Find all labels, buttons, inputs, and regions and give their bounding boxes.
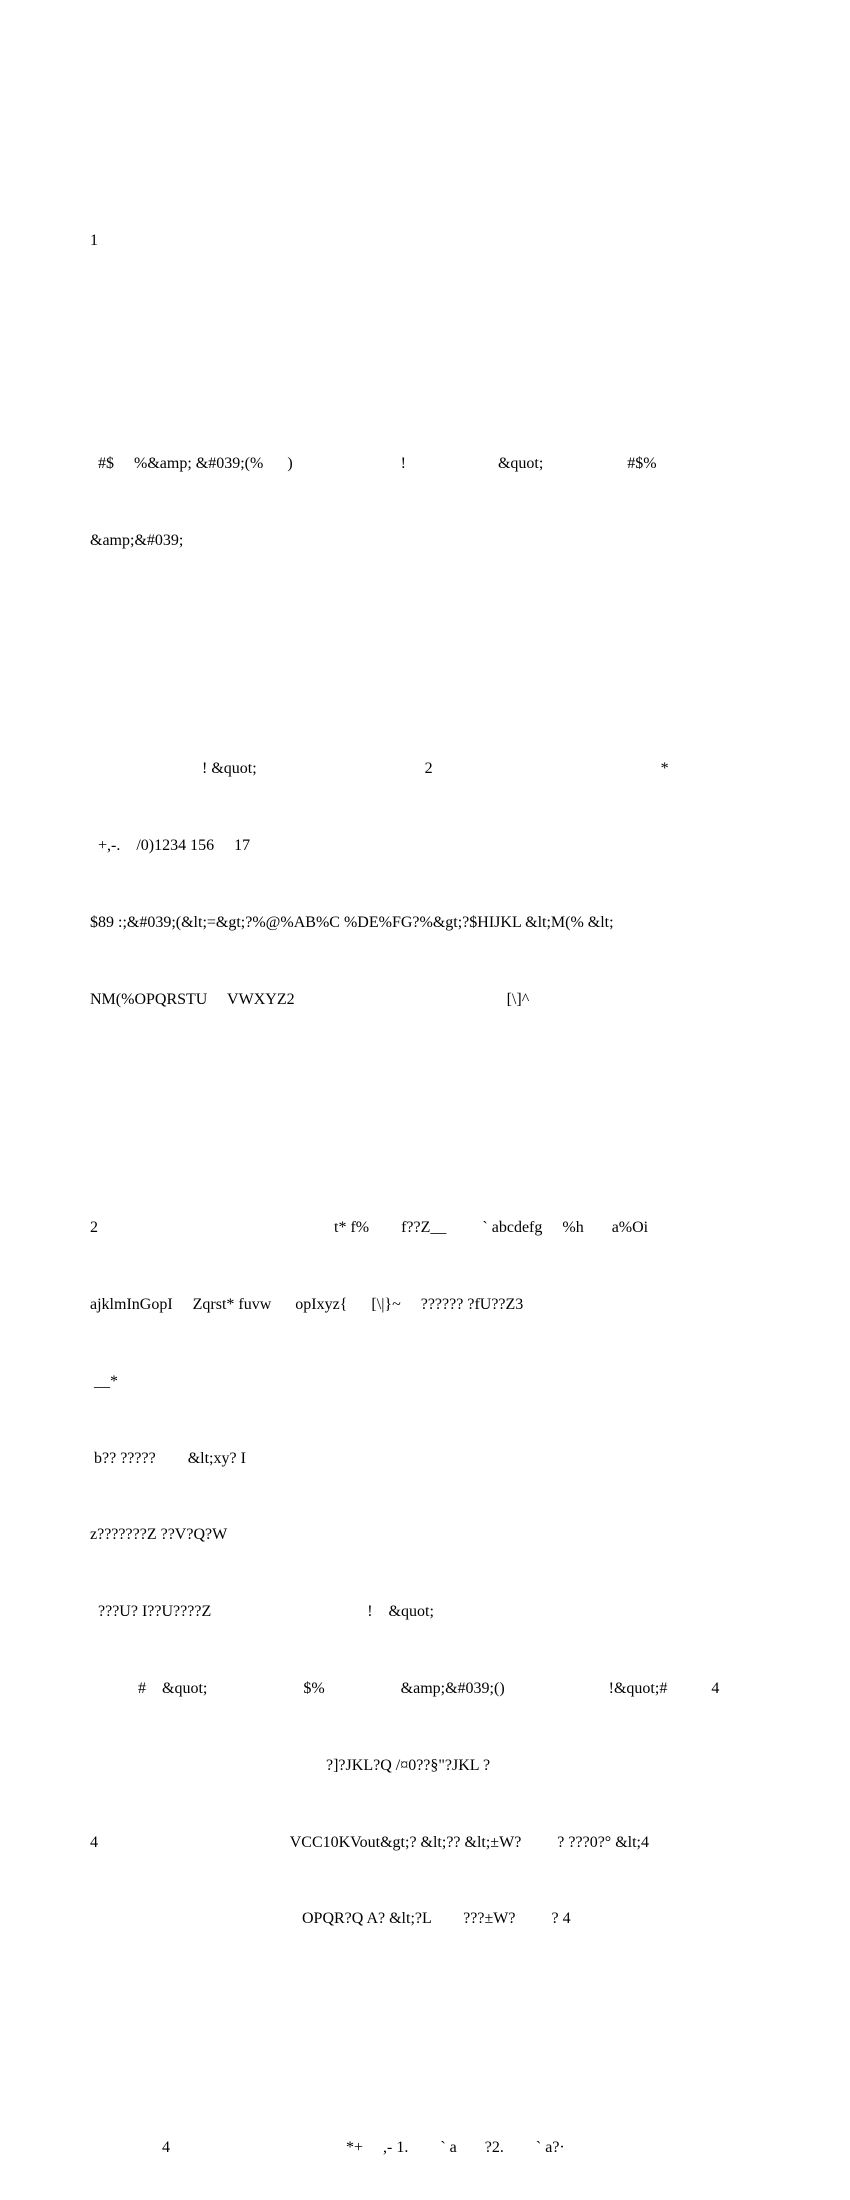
line: +,-. /0)1234 156 17 (90, 833, 760, 859)
line: ?]?JKL?Q /¤0??§"?JKL ? (90, 1753, 760, 1779)
line: 4 VCC10KVout&gt;? &lt;?? &lt;±W? ? ???0?… (90, 1830, 760, 1856)
block-1: 1 (90, 177, 760, 305)
line: # &quot; $% &amp;&#039;() !&quot;# 4 (90, 1676, 760, 1702)
line: 4 *+ ,- 1. ` a ?2. ` a?· (90, 2135, 760, 2161)
line: b?? ????? &lt;xy? I (90, 1446, 760, 1472)
line: ???U? I??U????Z ! &quot; (90, 1599, 760, 1625)
block-5: 4 *+ ,- 1. ` a ?2. ` a?· ?http://202.114… (90, 2084, 760, 2200)
block-2: #$ %&amp; &#039;(% ) ! &quot; #$% &amp;&… (90, 400, 760, 605)
line: 1 (90, 228, 760, 254)
line: ! &quot; 2 * (90, 756, 760, 782)
line: __* (90, 1369, 760, 1395)
line: z???????Z ??V?Q?W (90, 1522, 760, 1548)
line: ajklmInGopI Zqrst* fuvw opIxyz{ [\|}~ ??… (90, 1292, 760, 1318)
line: #$ %&amp; &#039;(% ) ! &quot; #$% (90, 451, 760, 477)
block-3: ! &quot; 2 * +,-. /0)1234 156 17 $89 :;&… (90, 705, 760, 1063)
line: NM(%OPQRSTU VWXYZ2 [\]^ (90, 987, 760, 1013)
line: OPQR?Q A? &lt;?L ???±W? ? 4 (90, 1906, 760, 1932)
line: &amp;&#039; (90, 528, 760, 554)
block-4: 2 t* f% f??Z__ ` abcdefg %h a%Oi ajklmIn… (90, 1164, 760, 1983)
document-page: 1 #$ %&amp; &#039;(% ) ! &quot; #$% &amp… (0, 0, 850, 1100)
line: 2 t* f% f??Z__ ` abcdefg %h a%Oi (90, 1215, 760, 1241)
line: $89 :;&#039;(&lt;=&gt;?%@%AB%C %DE%FG?%&… (90, 910, 760, 936)
